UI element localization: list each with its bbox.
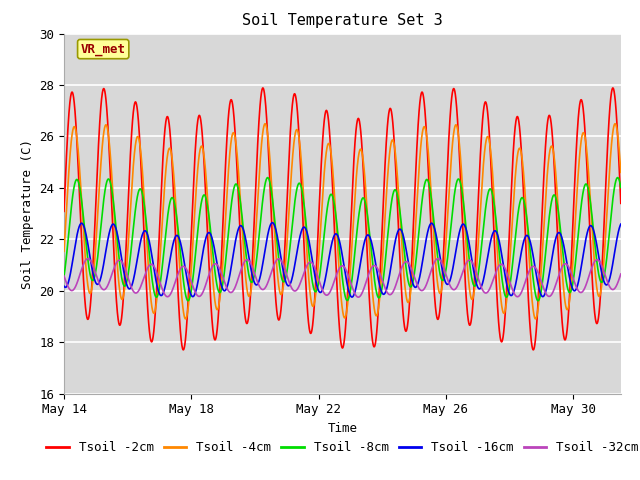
Title: Soil Temperature Set 3: Soil Temperature Set 3 bbox=[242, 13, 443, 28]
X-axis label: Time: Time bbox=[328, 422, 357, 435]
Y-axis label: Soil Temperature (C): Soil Temperature (C) bbox=[20, 139, 34, 288]
Legend: Tsoil -2cm, Tsoil -4cm, Tsoil -8cm, Tsoil -16cm, Tsoil -32cm: Tsoil -2cm, Tsoil -4cm, Tsoil -8cm, Tsoi… bbox=[41, 436, 640, 459]
Text: VR_met: VR_met bbox=[81, 43, 125, 56]
